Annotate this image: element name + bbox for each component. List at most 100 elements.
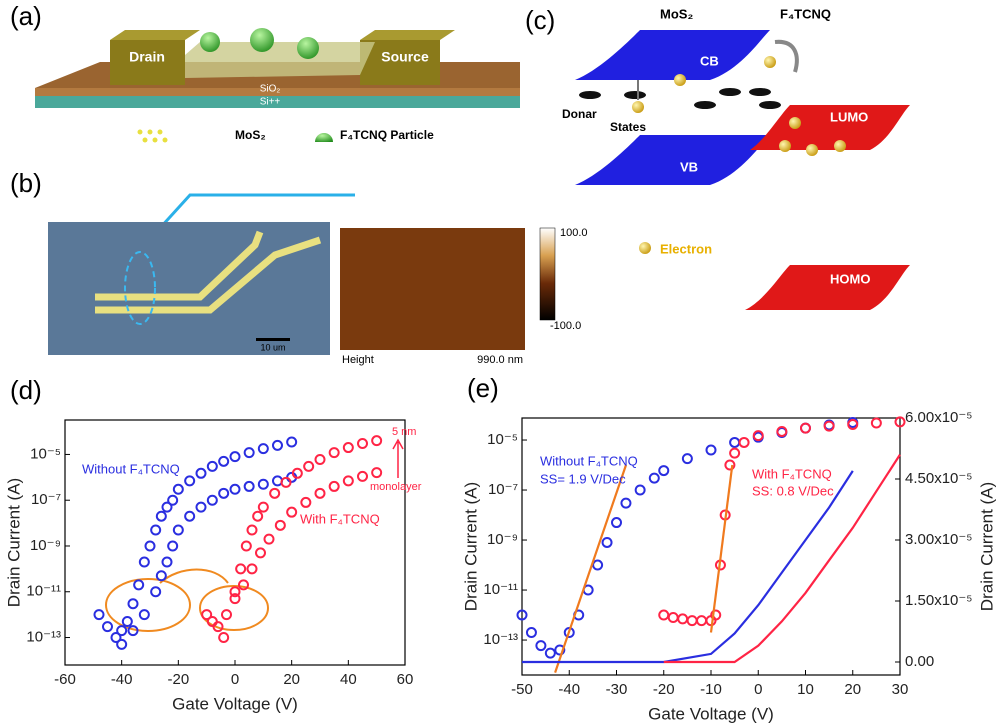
data-point	[218, 632, 230, 644]
panel-a: (a) Drain Source SiO₂ Si++ MoS₂ F₄TCNQ P…	[10, 1, 520, 143]
x-tick-label: 20	[844, 681, 861, 698]
data-point	[138, 609, 150, 621]
y-tick-label: 10⁻⁹	[487, 531, 518, 548]
data-point	[686, 615, 698, 627]
data-point	[328, 447, 340, 459]
data-point	[150, 524, 162, 536]
panel-b: (b) 10 um 100.0 -100.0 Height 990.0 nm	[10, 168, 588, 366]
particle	[250, 28, 274, 52]
annotation: With F₄TCNQ	[300, 511, 380, 526]
data-point	[246, 563, 258, 575]
data-point	[229, 593, 241, 605]
chart: (e) -50 -40 -30 -20 -10 0 10 20 30 10⁻¹³ 10⁻¹¹ 10⁻⁹ 1…	[461, 373, 996, 724]
data-point	[303, 460, 315, 472]
data-point	[634, 484, 646, 496]
data-point	[155, 510, 167, 522]
data-point	[263, 533, 275, 545]
data-point	[229, 483, 241, 495]
donor-states	[579, 88, 781, 109]
source	[360, 40, 440, 85]
data-point	[161, 556, 173, 568]
x-tick-label: -40	[111, 671, 133, 688]
data-point	[93, 609, 105, 621]
data-point	[667, 611, 679, 623]
data-point	[127, 625, 139, 637]
data-point	[677, 613, 689, 625]
data-point	[525, 627, 537, 639]
data-point	[554, 644, 566, 656]
data-point	[184, 475, 196, 487]
legend-mos2-icon	[137, 129, 168, 143]
x-tick-label: -30	[606, 681, 628, 698]
particle	[297, 37, 319, 59]
drain	[110, 40, 185, 85]
label: F₄TCNQ	[780, 6, 831, 21]
data-point	[252, 510, 264, 522]
y-axis-label: Drain Current (A)	[461, 482, 480, 611]
y-tick-label: 10⁻¹¹	[483, 581, 518, 598]
data-line	[554, 464, 628, 673]
data-point	[620, 497, 632, 509]
data-point	[724, 459, 736, 471]
data-point	[752, 430, 764, 442]
optical-image	[48, 222, 330, 355]
annotation: 5 nm	[392, 426, 416, 438]
data-point	[300, 496, 312, 508]
data-point	[658, 609, 670, 621]
vb-band	[575, 135, 770, 185]
colorbar-max: 100.0	[560, 227, 588, 239]
data-point	[121, 616, 133, 628]
data-point	[257, 501, 269, 513]
y-tick-label: 10⁻⁵	[487, 431, 518, 448]
data-point	[729, 436, 741, 448]
legend-text: MoS₂	[235, 128, 266, 142]
homo-band	[745, 265, 910, 310]
data-point	[357, 470, 368, 482]
data-point	[138, 556, 150, 568]
data-point	[144, 540, 156, 552]
data-point	[535, 640, 547, 652]
data-point	[167, 540, 179, 552]
data-point	[150, 586, 162, 598]
drain-label: Drain	[129, 49, 165, 65]
data-point	[342, 442, 354, 454]
x-tick-label: -40	[558, 681, 580, 698]
data-point	[133, 579, 145, 591]
data-point	[286, 506, 298, 518]
data-point	[116, 638, 128, 650]
label: States	[610, 120, 646, 134]
y2-tick-label: 4.50x10⁻⁵	[905, 470, 973, 487]
x-tick-label: 0	[754, 681, 762, 698]
x-tick-label: -20	[167, 671, 189, 688]
x-tick-label: 10	[797, 681, 814, 698]
highlight-ellipses	[105, 568, 269, 632]
data-point	[255, 547, 266, 559]
y-tick-label: 10⁻⁹	[30, 537, 61, 554]
panel-label: (b)	[10, 168, 42, 198]
colorbar	[539, 227, 556, 321]
data-point	[371, 435, 383, 447]
data-point	[705, 444, 717, 456]
data-point	[195, 501, 207, 513]
band-label: VB	[680, 159, 698, 174]
afm-caption: Height	[342, 354, 374, 366]
data-point	[870, 417, 882, 429]
band-label: CB	[700, 53, 719, 68]
data-point	[167, 494, 179, 506]
lumo-band	[750, 105, 910, 150]
data-point	[229, 586, 241, 598]
y-tick-label: 10⁻¹³	[26, 628, 61, 645]
legend-particle-icon	[315, 133, 333, 142]
sio2-layer	[35, 88, 520, 96]
data-point	[155, 570, 167, 582]
data-point	[314, 487, 326, 499]
x-tick-label: 0	[231, 671, 239, 688]
arrow	[774, 39, 799, 73]
data-point	[201, 609, 213, 621]
panel-label: (a)	[10, 1, 42, 31]
annotation: Without F₄TCNQ	[540, 453, 638, 468]
source-label: Source	[381, 49, 429, 65]
data-point	[274, 519, 286, 531]
data-point	[257, 443, 269, 455]
